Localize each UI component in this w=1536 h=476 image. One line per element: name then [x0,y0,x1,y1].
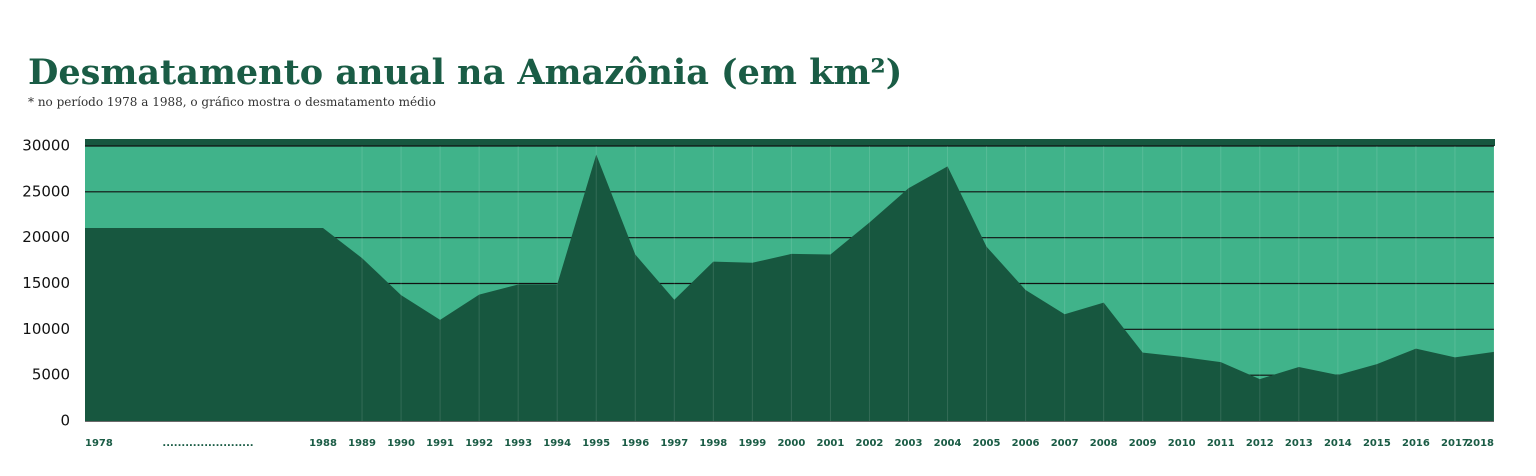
x-tick-label: 2015 [1363,438,1391,449]
x-tick-label: 2005 [973,438,1001,449]
x-tick-label: 2017 [1441,438,1469,449]
y-tick-label: 0 [60,412,70,430]
x-tick-label: 1996 [621,438,649,449]
x-tick-label: 2006 [1012,438,1040,449]
chart-subtitle: * no período 1978 a 1988, o gráfico most… [28,95,436,109]
y-tick-label: 30000 [22,137,70,155]
y-tick-label: 25000 [22,182,70,200]
y-tick-label: 10000 [22,320,70,338]
x-tick-label: 2004 [934,438,962,449]
x-tick-label: 2000 [777,438,805,449]
x-tick-label: 1990 [387,438,415,449]
x-tick-label: 1997 [660,438,688,449]
x-tick-label: 2009 [1129,438,1157,449]
x-tick-label: 2014 [1324,438,1352,449]
x-tick-label: 2008 [1090,438,1118,449]
x-tick-label: 1998 [699,438,727,449]
x-tick-label: 1989 [348,438,376,449]
x-tick-label: 2010 [1168,438,1196,449]
x-tick-label: 1993 [504,438,532,449]
x-tick-label: 1995 [582,438,610,449]
x-tick-label: 2002 [856,438,884,449]
x-tick-label: 2007 [1051,438,1079,449]
x-tick-label: 2012 [1246,438,1274,449]
x-tick-label: 1991 [426,438,454,449]
y-tick-label: 15000 [22,274,70,292]
chart-title: Desmatamento anual na Amazônia (em km²) [28,52,902,93]
y-tick-label: 5000 [32,366,70,384]
x-tick-label: 2013 [1285,438,1313,449]
x-tick-label: 2001 [817,438,845,449]
x-tick-label: 2018 [1466,438,1494,449]
x-tick-label: 1988 [309,438,337,449]
top-band [85,139,1495,146]
x-tick-label: 1999 [738,438,766,449]
x-tick-label: 2003 [895,438,923,449]
x-tick-label: 1978 [85,438,113,449]
x-gap-label: ........................ [162,438,253,449]
x-tick-label: 1994 [543,438,571,449]
x-tick-label: 2011 [1207,438,1235,449]
x-tick-label: 1992 [465,438,493,449]
y-tick-label: 20000 [22,228,70,246]
area [85,154,1494,421]
x-tick-label: 2016 [1402,438,1430,449]
